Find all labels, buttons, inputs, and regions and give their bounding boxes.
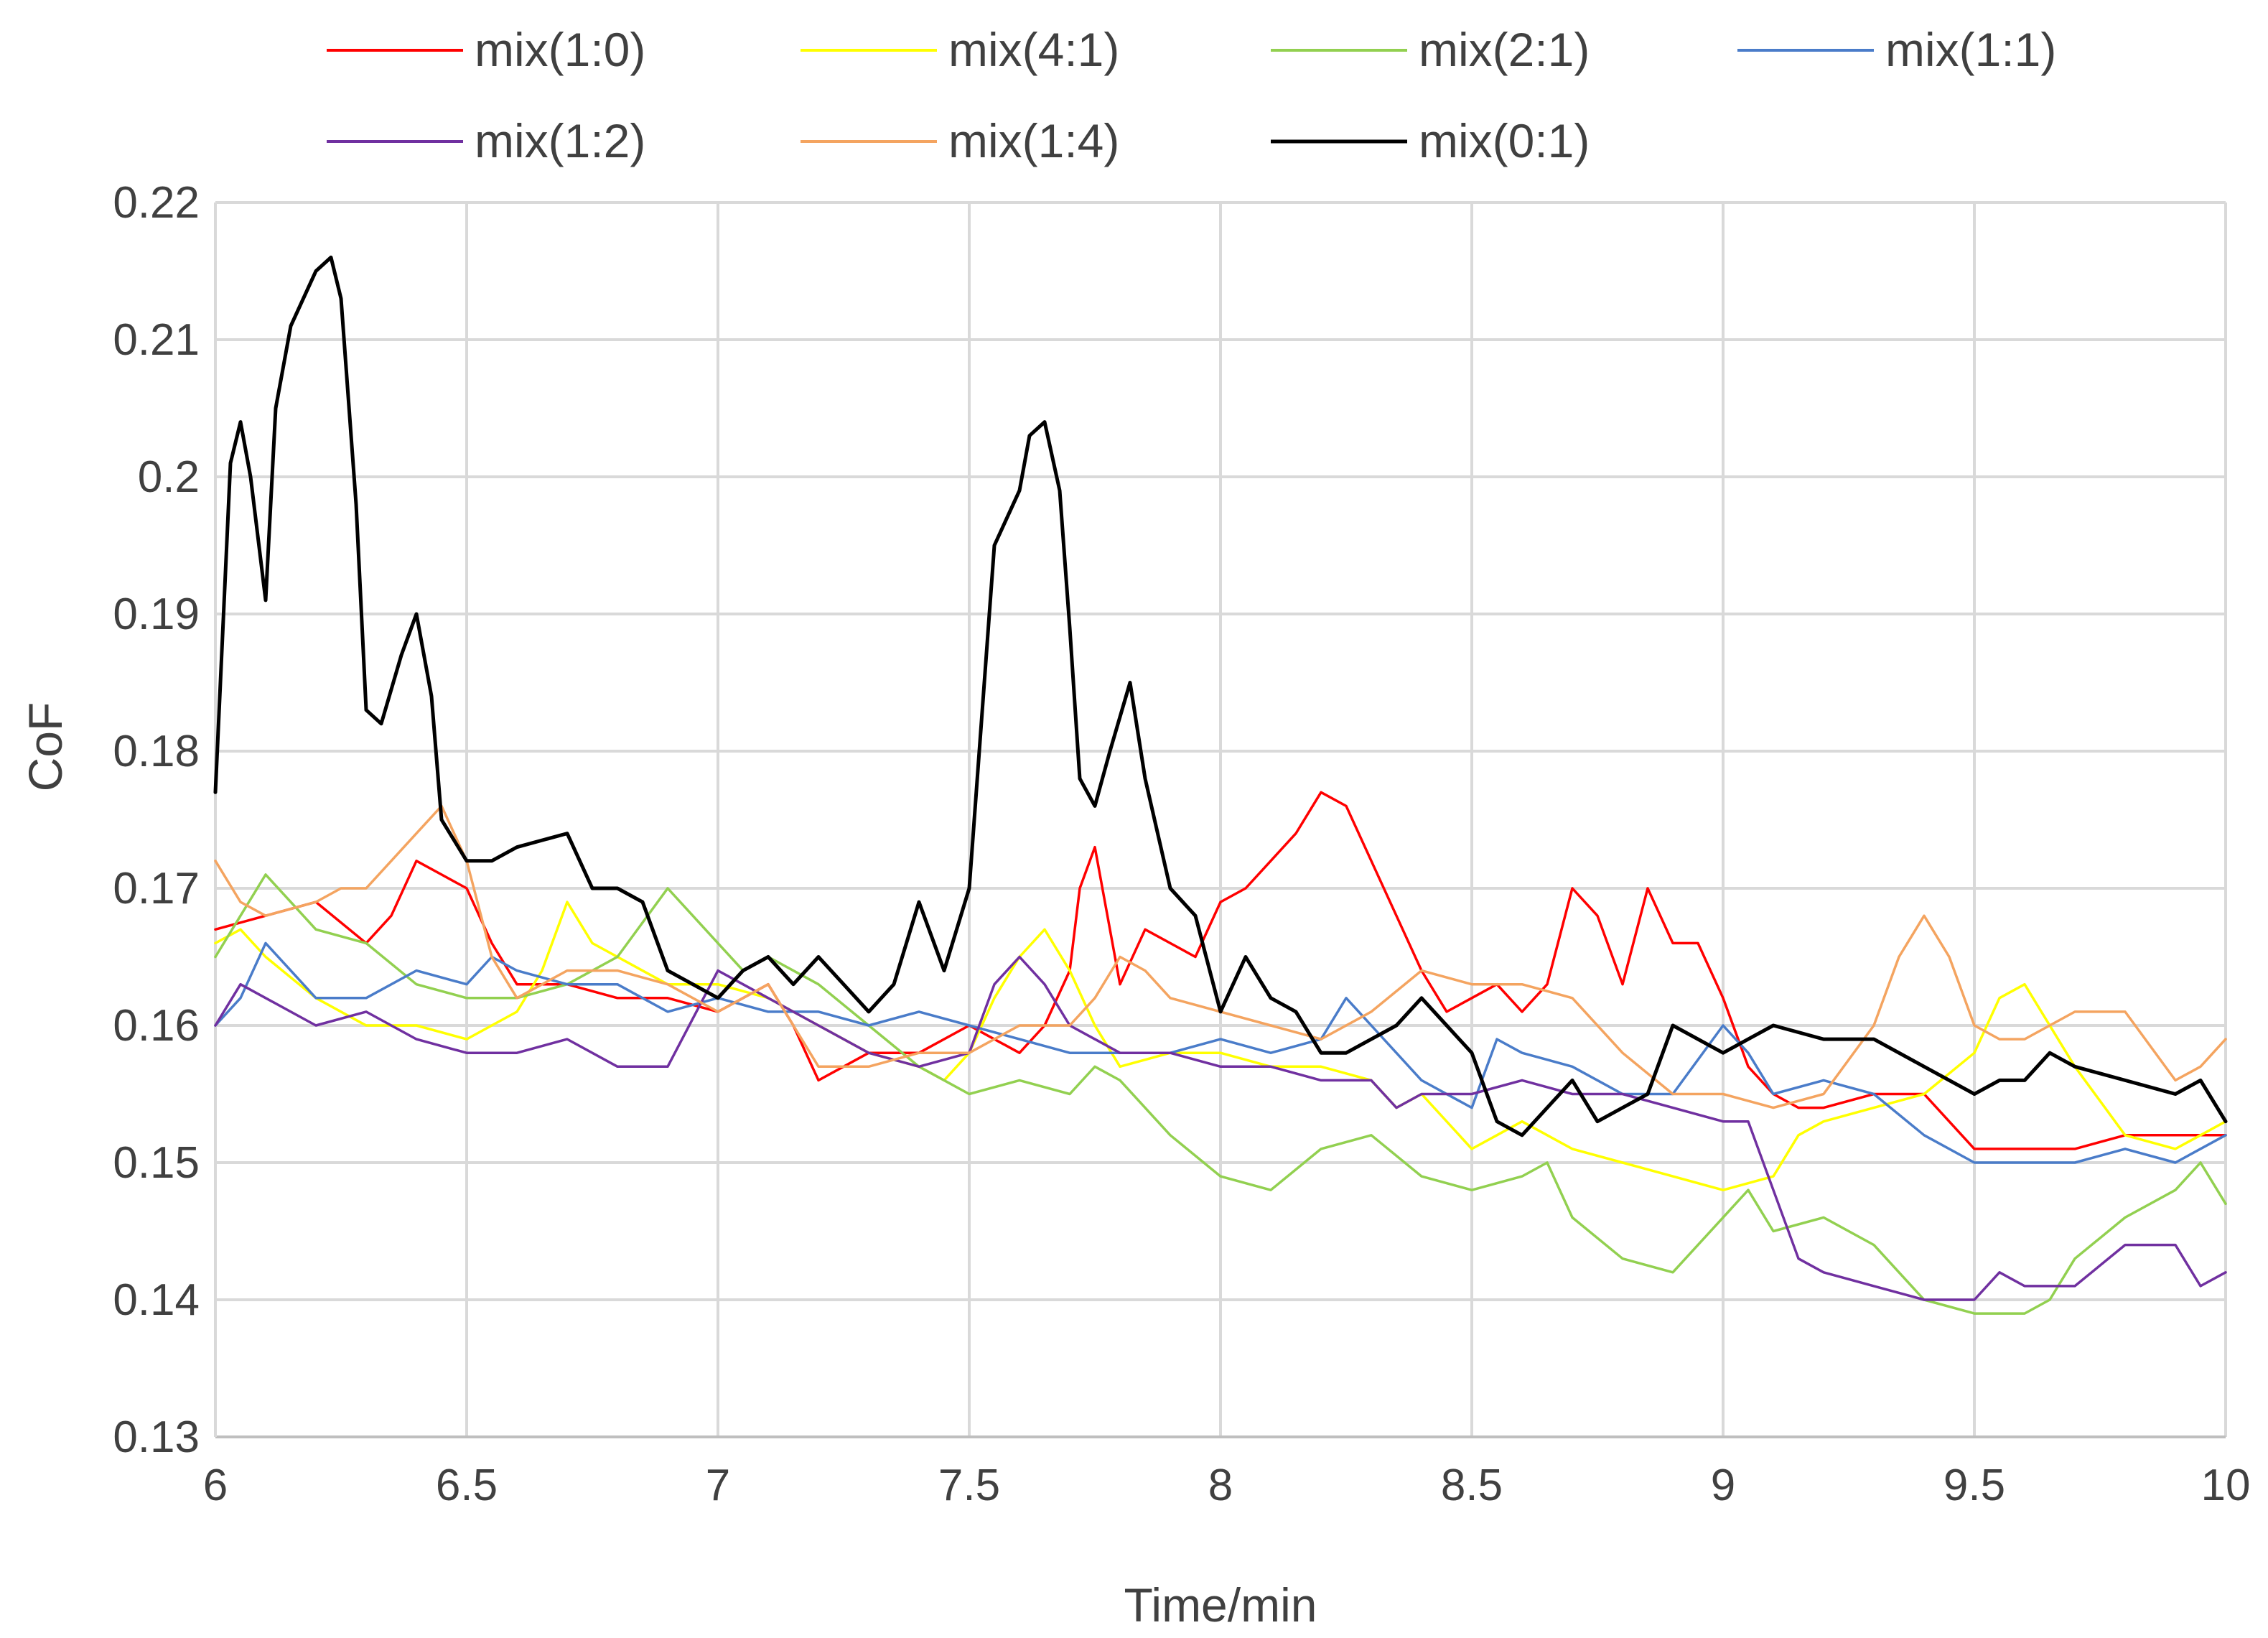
y-tick-label: 0.15 xyxy=(113,1138,200,1188)
x-tick-label: 10 xyxy=(2201,1461,2251,1510)
y-tick-label: 0.18 xyxy=(113,727,200,776)
x-tick-label: 6.5 xyxy=(436,1461,498,1510)
x-tick-label: 9.5 xyxy=(1943,1461,2005,1510)
y-tick-label: 0.16 xyxy=(113,1001,200,1051)
y-tick-label: 0.13 xyxy=(113,1413,200,1462)
y-axis-tick-labels: 0.13 0.14 0.15 0.16 0.17 0.18 0.19 0.2 0.21 0.22 xyxy=(113,178,200,1462)
legend-label: mix(4:1) xyxy=(948,23,1119,76)
x-tick-label: 7.5 xyxy=(938,1461,1000,1510)
plot-area-frame xyxy=(214,203,2226,1438)
y-tick-label: 0.22 xyxy=(113,178,200,228)
x-tick-label: 6 xyxy=(203,1461,228,1510)
legend-label: mix(1:0) xyxy=(475,23,645,76)
legend-label: mix(0:1) xyxy=(1419,114,1590,167)
series-line-mix-0-1 xyxy=(213,255,2228,1137)
series-line-mix-4-1 xyxy=(214,901,2227,1191)
legend-label: mix(1:2) xyxy=(475,114,645,167)
series-line-mix-1-0 xyxy=(214,791,2227,1150)
x-axis-tick-labels: 6 6.5 7 7.5 8 8.5 9 9.5 10 xyxy=(203,1461,2251,1510)
y-tick-label: 0.17 xyxy=(113,864,200,913)
x-tick-label: 7 xyxy=(706,1461,730,1510)
x-tick-label: 9 xyxy=(1711,1461,1735,1510)
x-tick-label: 8 xyxy=(1208,1461,1233,1510)
legend-label: mix(2:1) xyxy=(1419,23,1590,76)
y-axis-title: CoF xyxy=(19,702,72,792)
x-axis-title: Time/min xyxy=(1124,1578,1317,1632)
gridlines xyxy=(214,201,2227,1438)
legend-label: mix(1:1) xyxy=(1885,23,2056,76)
series-line-mix-1-4 xyxy=(214,804,2227,1109)
legend: mix(1:0) mix(4:1) mix(2:1) mix(1:1) mix(1:2)… xyxy=(327,23,2056,167)
y-tick-label: 0.21 xyxy=(113,315,200,365)
series-lines xyxy=(213,255,2228,1315)
y-tick-label: 0.2 xyxy=(138,452,200,502)
legend-label: mix(1:4) xyxy=(948,114,1119,167)
series-line-mix-1-1 xyxy=(214,941,2227,1164)
x-tick-label: 8.5 xyxy=(1441,1461,1503,1510)
series-line-mix-1-2 xyxy=(214,955,2227,1301)
y-tick-label: 0.14 xyxy=(113,1275,200,1325)
y-tick-label: 0.19 xyxy=(113,590,200,639)
